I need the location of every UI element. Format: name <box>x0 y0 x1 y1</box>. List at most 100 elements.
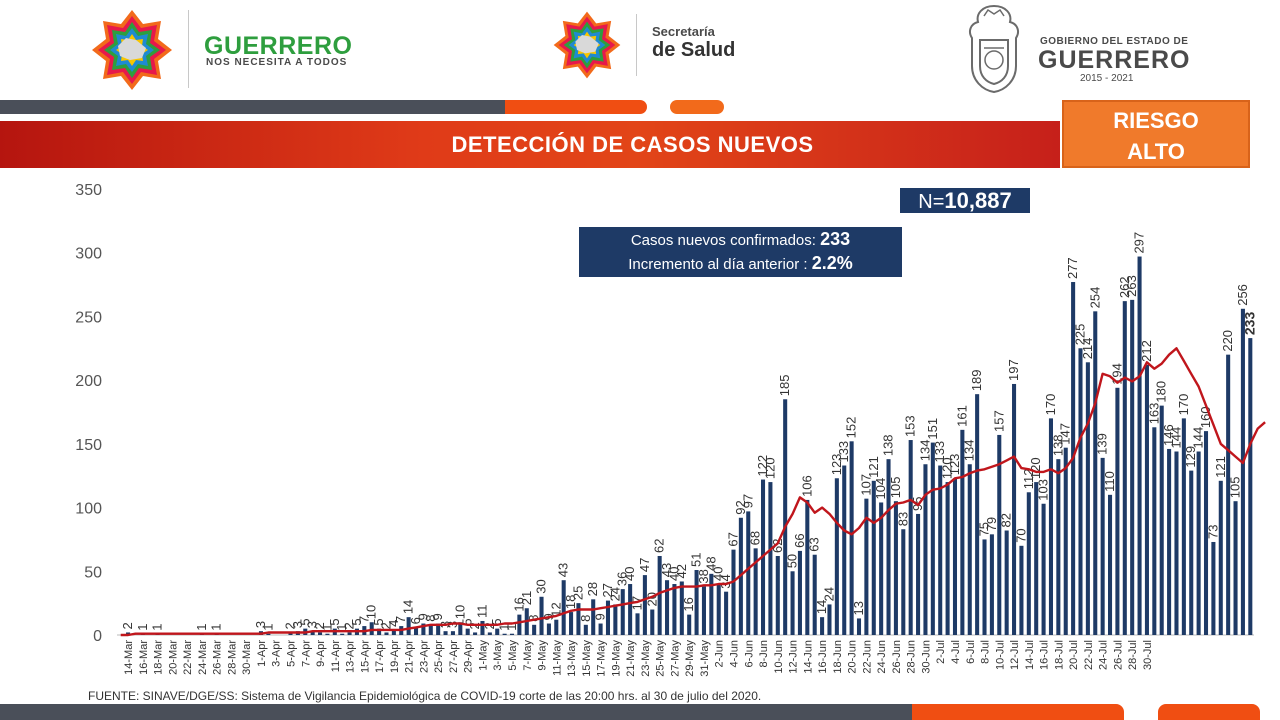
bar <box>391 629 396 635</box>
bar <box>879 502 884 635</box>
risk-line2: ALTO <box>1127 139 1185 164</box>
x-tick-label: 9-May <box>537 640 549 671</box>
data-label: 9 <box>415 613 430 620</box>
data-label: 16 <box>681 597 696 611</box>
bar <box>1085 362 1090 635</box>
bar <box>1174 451 1179 635</box>
bar <box>554 619 559 635</box>
data-label: 5 <box>489 618 504 625</box>
data-label: 79 <box>984 517 999 531</box>
bar <box>1181 418 1186 635</box>
data-label: 11 <box>474 604 489 618</box>
x-tick-label: 22-Mar <box>182 640 194 675</box>
x-tick-label: 13-Apr <box>345 640 357 673</box>
y-tick-label: 350 <box>75 182 102 199</box>
data-label: 151 <box>925 418 940 440</box>
data-label: 62 <box>652 539 667 553</box>
bar <box>1240 308 1245 635</box>
x-tick-label: 19-May <box>610 640 622 677</box>
data-label: 73 <box>1205 525 1220 539</box>
bar <box>288 632 293 635</box>
data-label: 277 <box>1065 257 1080 279</box>
data-label: 62 <box>770 539 785 553</box>
y-tick-label: 0 <box>93 628 102 645</box>
bar <box>642 575 647 635</box>
data-label: 8 <box>423 615 438 622</box>
data-label: 212 <box>1139 340 1154 362</box>
x-tick-label: 1-Apr <box>256 640 268 667</box>
data-label: 24 <box>607 587 622 601</box>
data-label: 16 <box>511 597 526 611</box>
data-label: 225 <box>1072 324 1087 346</box>
bar <box>1211 541 1216 635</box>
top-accent-bar-orange <box>505 100 647 114</box>
bar <box>480 620 485 635</box>
x-tick-label: 22-Jul <box>1083 640 1095 670</box>
data-label: 122 <box>755 455 770 477</box>
data-label: 10 <box>364 605 379 619</box>
page-title: DETECCIÓN DE CASOS NUEVOS <box>451 132 814 157</box>
moving-average-line <box>120 347 1266 637</box>
data-label: 3 <box>290 621 305 628</box>
bar <box>923 464 928 635</box>
secretaria-salud-star-logo-icon <box>553 11 621 79</box>
x-tick-label: 6-Jul <box>965 640 977 664</box>
bar <box>266 633 271 635</box>
x-tick-label: 16-Jun <box>817 640 829 674</box>
bar <box>1012 383 1017 635</box>
x-tick-label: 4-Jul <box>950 640 962 664</box>
data-label: 147 <box>1058 423 1073 445</box>
data-label: 48 <box>703 556 718 570</box>
data-label: 43 <box>659 563 674 577</box>
bar <box>1019 545 1024 635</box>
data-label: 2 <box>378 622 393 629</box>
data-label: 8 <box>578 615 593 622</box>
x-tick-label: 15-May <box>581 640 593 677</box>
bar <box>1034 482 1039 635</box>
bar <box>428 624 433 635</box>
x-tick-label: 5-May <box>507 640 519 671</box>
bar <box>465 628 470 635</box>
x-tick-label: 20-Mar <box>167 640 179 675</box>
total-prefix: N= <box>918 191 945 213</box>
data-label: 105 <box>888 476 903 498</box>
data-label: 104 <box>873 478 888 500</box>
data-label: 38 <box>696 569 711 583</box>
bottom-accent-tab-orange <box>1158 704 1260 720</box>
top-accent-pill-orange <box>670 100 724 114</box>
bar <box>672 584 677 635</box>
bar <box>1063 447 1068 635</box>
data-label: 161 <box>954 405 969 427</box>
x-tick-label: 18-Jul <box>1053 640 1065 670</box>
data-label: 1 <box>260 623 275 630</box>
data-label: 82 <box>999 513 1014 527</box>
data-label: 9 <box>430 613 445 620</box>
bar <box>310 631 315 635</box>
y-tick-label: 50 <box>84 564 102 581</box>
x-tick-label: 31-May <box>699 640 711 677</box>
bar <box>1100 457 1105 635</box>
data-label: 146 <box>1161 424 1176 446</box>
y-tick-label: 150 <box>75 437 102 454</box>
data-label: 1 <box>209 623 224 630</box>
bar <box>1048 418 1053 635</box>
x-tick-label: 7-Apr <box>300 640 312 667</box>
data-label: 262 <box>1117 276 1132 298</box>
bar <box>731 549 736 635</box>
x-tick-label: 1-May <box>477 640 489 671</box>
bar <box>997 434 1002 635</box>
x-tick-label: 10-Jul <box>994 640 1006 670</box>
data-label: 103 <box>1036 479 1051 501</box>
bar <box>126 632 131 635</box>
data-label: 157 <box>991 410 1006 432</box>
bar <box>495 628 500 635</box>
bar <box>864 498 869 635</box>
bar <box>1056 459 1061 635</box>
data-label: 24 <box>821 587 836 601</box>
bar <box>628 584 633 635</box>
bar <box>517 614 522 635</box>
x-tick-label: 12-Jul <box>1009 640 1021 670</box>
data-label: 2 <box>342 622 357 629</box>
bar <box>1130 299 1135 635</box>
data-label: 1 <box>135 623 150 630</box>
